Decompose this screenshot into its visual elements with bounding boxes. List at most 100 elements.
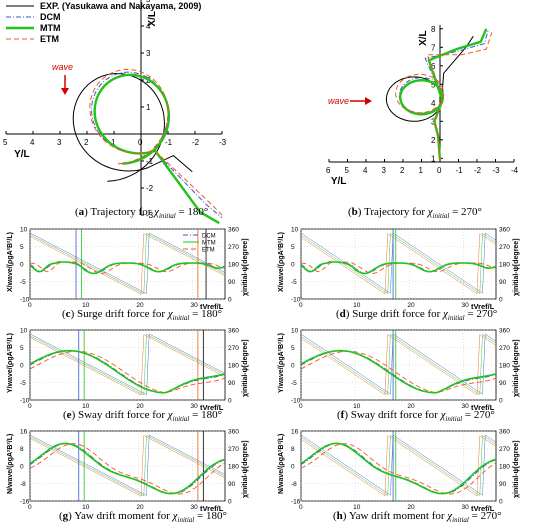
f-y-tick-label: -10 xyxy=(291,398,301,405)
c-y2-axis-title: χinitial-ψ[degree] xyxy=(242,238,249,296)
h-y-axis-title: N/wave/(ρgA²B²/L) xyxy=(278,434,285,494)
d-x-tick-label: 0 xyxy=(299,302,303,309)
h-y2-tick-label: 270 xyxy=(499,446,510,453)
caption-b: (b) Trajectory for χinitial = 270° xyxy=(348,206,482,221)
b-wave-arrowhead xyxy=(365,97,372,105)
b-y-tick-label: 2 xyxy=(431,136,436,145)
d-y-tick-label: 0 xyxy=(291,262,295,269)
c-y-tick-label: 0 xyxy=(20,262,24,269)
c-y-axis-title: X/wave/(ρgA²B²/L) xyxy=(7,232,14,292)
e-heading-etm xyxy=(29,334,226,396)
c-y2-tick-label: 360 xyxy=(228,227,239,234)
c-y2-tick-label: 0 xyxy=(228,297,232,304)
a-x-tick-label: -3 xyxy=(219,138,227,147)
c-x-tick-label: 10 xyxy=(82,302,90,309)
f-y-tick-label: 10 xyxy=(291,328,299,335)
h-y-tick-label: 16 xyxy=(291,429,299,436)
b-x-tick-label: 1 xyxy=(419,166,424,175)
h-x-tick-label: 0 xyxy=(299,504,303,511)
b-y-tick-label: 8 xyxy=(431,25,436,34)
g-heading-dcm xyxy=(29,434,226,497)
c-legend-etm-label: ETM xyxy=(202,248,215,254)
b-x-tick-label: 6 xyxy=(326,166,331,175)
a-x-tick-label: 0 xyxy=(138,138,143,147)
f-etm-line xyxy=(300,350,497,394)
f-x-tick-label: 10 xyxy=(353,403,361,410)
c-x-axis-title: tVref/L xyxy=(200,302,224,311)
e-y2-tick-label: 0 xyxy=(228,398,232,405)
b-y-tick-label: 4 xyxy=(431,99,436,108)
c-y-tick-label: -10 xyxy=(20,297,30,304)
d-y-tick-label: 10 xyxy=(291,227,299,234)
c-mtm-line xyxy=(29,261,226,275)
caption-g: (g) Yaw drift moment for χinitial = 180° xyxy=(59,510,227,525)
f-x-axis-title: tVref/L xyxy=(471,403,495,412)
b-wave-label: wave xyxy=(328,96,349,106)
d-x-tick-label: 10 xyxy=(353,302,361,309)
legend-etm-label: ETM xyxy=(40,34,59,44)
g-etm-line xyxy=(29,443,226,495)
b-y-axis-title: X/L xyxy=(418,30,429,46)
d-y-axis-title: X/wave/(ρgA²B²/L) xyxy=(278,232,285,292)
a-x-axis-title: Y/L xyxy=(14,149,30,160)
f-dcm-line xyxy=(300,350,497,394)
h-y-tick-label: 0 xyxy=(291,464,295,471)
caption-h: (h) Yaw drift moment for χinitial = 270° xyxy=(333,510,502,525)
e-y2-axis-title: χinitial-ψ[degree] xyxy=(242,339,249,397)
h-y-tick-label: -16 xyxy=(291,499,301,506)
a-y-tick-label: 1 xyxy=(146,103,151,112)
h-y-tick-label: 8 xyxy=(291,446,295,453)
e-y-tick-label: 10 xyxy=(20,328,28,335)
h-heading-etm xyxy=(300,435,497,497)
a-y-tick-label: -3 xyxy=(146,211,154,220)
c-y-tick-label: -5 xyxy=(20,279,26,286)
g-y-tick-label: 0 xyxy=(20,464,24,471)
e-etm-line xyxy=(29,350,226,394)
g-x-tick-label: 0 xyxy=(28,504,32,511)
panel-c xyxy=(29,228,226,300)
d-y-tick-label: 5 xyxy=(291,244,295,251)
g-dcm-line xyxy=(29,442,226,495)
b-x-tick-label: -3 xyxy=(493,166,501,175)
a-exp-line xyxy=(72,72,193,182)
a-y-tick-label: 3 xyxy=(146,49,151,58)
e-y2-tick-label: 90 xyxy=(228,380,236,387)
h-mtm-line xyxy=(300,442,497,495)
d-x-tick-label: 20 xyxy=(407,302,415,309)
h-y2-tick-label: 0 xyxy=(499,499,503,506)
g-y2-tick-label: 180 xyxy=(228,464,239,471)
a-x-tick-label: -1 xyxy=(165,138,173,147)
f-y2-axis-title: χinitial-ψ[degree] xyxy=(513,339,520,397)
c-legend-dcm-label: DCM xyxy=(202,234,216,240)
caption-e: (e) Sway drift force for χinitial = 180° xyxy=(63,409,222,424)
g-y-tick-label: 8 xyxy=(20,446,24,453)
d-y2-tick-label: 180 xyxy=(499,262,510,269)
d-y2-tick-label: 360 xyxy=(499,227,510,234)
h-etm-line xyxy=(300,443,497,495)
b-x-tick-label: -2 xyxy=(474,166,482,175)
d-y2-axis-title: χinitial-ψ[degree] xyxy=(513,238,520,296)
e-y-tick-label: -5 xyxy=(20,380,26,387)
e-y-tick-label: -10 xyxy=(20,398,30,405)
b-x-tick-label: -4 xyxy=(511,166,519,175)
g-heading-etm xyxy=(29,435,226,497)
panel-h xyxy=(300,430,497,502)
g-y-tick-label: -16 xyxy=(20,499,30,506)
b-x-tick-label: 4 xyxy=(363,166,368,175)
g-y-tick-label: -8 xyxy=(20,481,26,488)
g-x-tick-label: 30 xyxy=(191,504,199,511)
h-y2-axis-title: χinitial-ψ[degree] xyxy=(513,440,520,498)
f-y2-tick-label: 180 xyxy=(499,363,510,370)
h-x-tick-label: 20 xyxy=(407,504,415,511)
f-x-tick-label: 30 xyxy=(462,403,470,410)
d-mtm-line xyxy=(300,261,497,275)
legend-exp-label: EXP. (Yasukawa and Nakayama, 2009) xyxy=(40,1,201,11)
a-wave-label: wave xyxy=(52,62,73,72)
caption-f: (f) Sway drift force for χinitial = 270° xyxy=(337,409,495,424)
e-x-tick-label: 10 xyxy=(82,403,90,410)
f-y2-tick-label: 90 xyxy=(499,380,507,387)
e-heading-mtm xyxy=(29,333,226,396)
h-y2-tick-label: 90 xyxy=(499,481,507,488)
a-x-tick-label: -2 xyxy=(192,138,200,147)
